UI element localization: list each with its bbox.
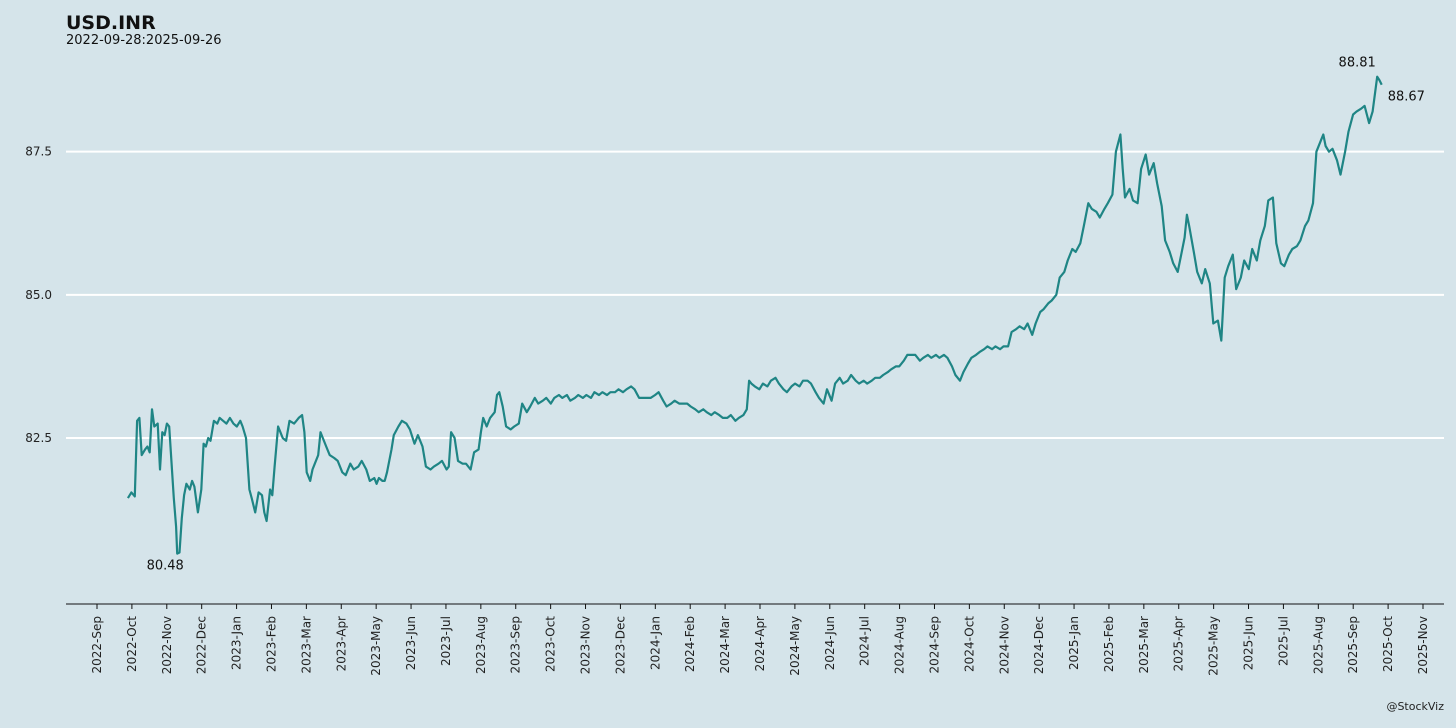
x-tick-label: 2024-Mar <box>718 616 732 674</box>
x-tick-label: 2023-Jul <box>439 616 453 666</box>
x-tick-label: 2023-Nov <box>579 616 593 674</box>
y-tick-label: 85.0 <box>25 288 52 302</box>
x-tick-label: 2023-May <box>369 616 383 676</box>
x-tick-label: 2025-Sep <box>1346 616 1360 674</box>
x-tick-label: 2025-Nov <box>1416 616 1430 674</box>
x-tick-label: 2022-Dec <box>195 616 209 674</box>
x-tick-label: 2025-Feb <box>1102 616 1116 672</box>
x-tick-label: 2022-Sep <box>90 616 104 674</box>
x-tick-label: 2024-Apr <box>753 616 767 671</box>
x-tick-label: 2023-Dec <box>613 616 627 674</box>
x-tick-label: 2025-May <box>1207 616 1221 676</box>
x-tick-label: 2023-Mar <box>299 616 313 674</box>
x-tick-label: 2023-Oct <box>544 616 558 672</box>
x-tick-label: 2023-Jun <box>404 616 418 670</box>
x-tick-label: 2023-Feb <box>264 616 278 672</box>
x-tick-label: 2025-Jun <box>1242 616 1256 670</box>
x-tick-label: 2025-Jul <box>1276 616 1290 666</box>
series-line-usdinr <box>126 75 1383 555</box>
x-tick-label: 2022-Oct <box>125 616 139 672</box>
x-tick-label: 2024-Feb <box>683 616 697 672</box>
x-tick-label: 2025-Oct <box>1381 616 1395 672</box>
credit-label: @StockViz <box>1386 700 1444 713</box>
chart-title: USD.INR <box>66 12 156 34</box>
x-tick-label: 2024-Aug <box>893 616 907 674</box>
series-layer <box>126 75 1383 555</box>
y-tick-label: 87.5 <box>25 145 52 159</box>
x-tick-label: 2025-Mar <box>1137 616 1151 674</box>
x-tick-label: 2022-Nov <box>160 616 174 674</box>
y-tick-label: 82.5 <box>25 431 52 445</box>
x-tick-label: 2025-Jan <box>1067 616 1081 670</box>
x-tick-label: 2025-Apr <box>1172 616 1186 671</box>
x-tick-label: 2024-Jan <box>648 616 662 670</box>
x-tick-label: 2024-Dec <box>1032 616 1046 674</box>
x-tick-label: 2023-Sep <box>509 616 523 674</box>
data-label: 88.81 <box>1339 56 1376 71</box>
x-tick-label: 2025-Aug <box>1311 616 1325 674</box>
x-tick-label: 2024-Jun <box>823 616 837 670</box>
x-tick-label: 2023-Jan <box>230 616 244 670</box>
chart-subtitle: 2022-09-28:2025-09-26 <box>66 33 222 48</box>
data-label: 80.48 <box>147 559 184 574</box>
x-tick-label: 2024-Nov <box>997 616 1011 674</box>
annotations: 80.48 88.81 88.67 <box>147 56 1425 574</box>
x-tick-label: 2024-May <box>788 616 802 676</box>
x-tick-label: 2023-Apr <box>334 616 348 671</box>
x-tick-label: 2024-Oct <box>962 616 976 672</box>
grid-lines <box>66 150 1444 439</box>
x-tick-label: 2024-Jul <box>858 616 872 666</box>
x-tick-label: 2023-Aug <box>474 616 488 674</box>
y-axis: 82.5 85.0 87.5 <box>25 145 52 445</box>
data-label: 88.67 <box>1388 90 1425 105</box>
x-axis: 2022-Sep 2022-Oct 2022-Nov 2022-Dec 2023-Jan… <box>66 603 1444 676</box>
x-tick-label: 2024-Sep <box>927 616 941 674</box>
